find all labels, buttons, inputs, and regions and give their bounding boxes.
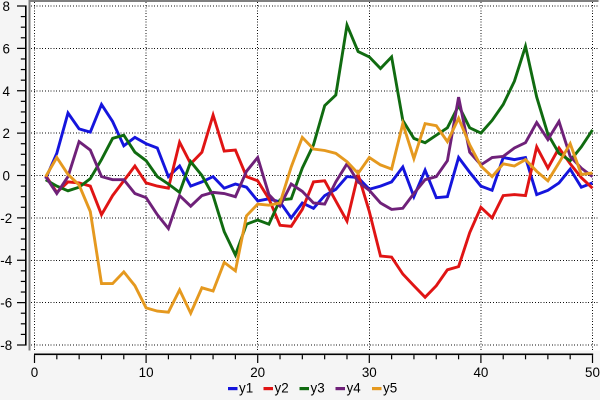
svg-text:40: 40 bbox=[473, 365, 488, 380]
svg-text:20: 20 bbox=[250, 365, 265, 380]
svg-text:y5: y5 bbox=[383, 381, 397, 396]
svg-text:y2: y2 bbox=[275, 381, 289, 396]
svg-text:0: 0 bbox=[31, 365, 38, 380]
svg-text:y1: y1 bbox=[239, 381, 253, 396]
svg-text:-8: -8 bbox=[0, 338, 12, 353]
svg-text:y4: y4 bbox=[347, 381, 362, 396]
svg-text:-6: -6 bbox=[0, 296, 12, 311]
svg-text:6: 6 bbox=[2, 41, 9, 56]
svg-text:y3: y3 bbox=[311, 381, 325, 396]
svg-text:2: 2 bbox=[2, 126, 9, 141]
svg-text:0: 0 bbox=[2, 169, 9, 184]
svg-text:-4: -4 bbox=[0, 253, 12, 268]
svg-text:8: 8 bbox=[2, 0, 9, 14]
svg-text:30: 30 bbox=[362, 365, 377, 380]
svg-text:50: 50 bbox=[585, 365, 600, 380]
svg-text:10: 10 bbox=[139, 365, 154, 380]
svg-text:4: 4 bbox=[2, 84, 10, 99]
svg-text:-2: -2 bbox=[0, 211, 12, 226]
